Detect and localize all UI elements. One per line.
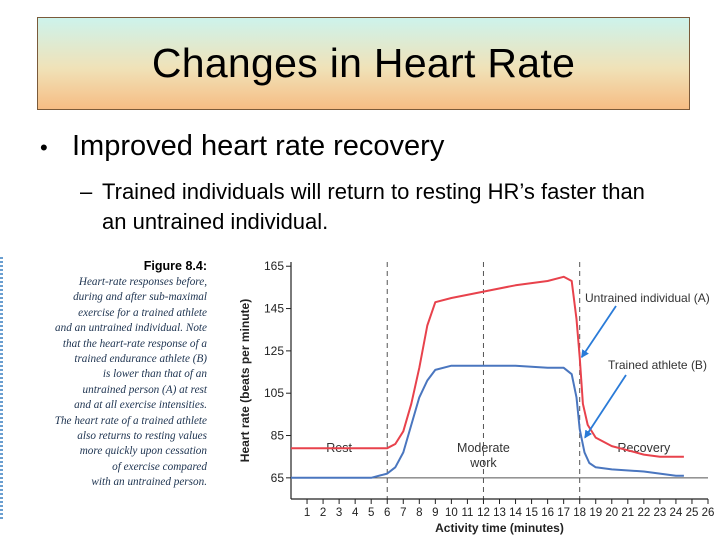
caption-line: more quickly upon cessation (79, 445, 207, 458)
y-tick-label: 145 (264, 302, 284, 316)
x-tick-label: 10 (445, 507, 458, 519)
x-tick-label: 11 (461, 507, 473, 519)
title-box: Changes in Heart Rate (37, 17, 690, 110)
x-tick-label: 6 (384, 507, 390, 519)
x-tick-label: 21 (621, 507, 634, 519)
x-tick-label: 25 (686, 507, 699, 519)
trained-series-line (291, 364, 684, 479)
annotation-trained-label: Trained athlete (B) (608, 358, 707, 372)
untrained-series-line (291, 275, 684, 458)
x-axis-label: Activity time (minutes) (435, 521, 564, 535)
sub-bullet-marker: – (80, 179, 93, 204)
caption-line: during and after sub-maximal (73, 291, 207, 304)
y-tick-label: 85 (271, 429, 285, 443)
x-tick-label: 15 (525, 507, 538, 519)
x-tick-label: 4 (352, 507, 359, 519)
x-tick-label: 23 (653, 507, 666, 519)
x-tick-label: 20 (605, 507, 618, 519)
x-tick-label: 12 (477, 507, 490, 519)
x-tick-label: 19 (589, 507, 602, 519)
caption-line: that the heart-rate response of a (62, 337, 207, 350)
x-tick-label: 24 (670, 507, 683, 519)
annotation-untrained-label: Untrained individual (A) (585, 291, 710, 305)
caption-line: of exercise compared (112, 460, 207, 473)
annotation-trained-arrow (584, 374, 627, 439)
sub-bullet-point: – Trained individuals will return to res… (80, 177, 672, 237)
bullet-text: Improved heart rate recovery (72, 130, 445, 162)
caption-line: and at all exercise intensities. (74, 399, 207, 412)
x-tick-label: 13 (493, 507, 506, 519)
slide-title: Changes in Heart Rate (151, 40, 576, 86)
x-tick-label: 7 (400, 507, 406, 519)
x-tick-label: 3 (336, 507, 342, 519)
phase-label: Recovery (617, 441, 671, 455)
x-tick-label: 26 (702, 507, 715, 519)
y-axis-label: Heart rate (beats per minute) (238, 299, 252, 462)
caption-line: also returns to resting values (77, 430, 207, 443)
caption-line: The heart rate of a trained athlete (54, 414, 207, 427)
y-tick-label: 105 (264, 386, 284, 400)
y-tick-label: 125 (264, 344, 284, 358)
phase-label: Moderate (457, 441, 510, 455)
y-tick-label: 65 (271, 471, 285, 485)
annotation-untrained-arrow (580, 305, 617, 359)
caption-line: untrained person (A) at rest (82, 383, 208, 396)
x-tick-label: 14 (509, 507, 522, 519)
caption-line: and an untrained individual. Note (55, 322, 207, 335)
caption-border (0, 257, 3, 519)
caption-line: exercise for a trained athlete (78, 306, 207, 319)
figure-label: Figure 8.4: (143, 259, 207, 273)
y-tick-label: 165 (264, 259, 284, 273)
x-tick-label: 18 (573, 507, 586, 519)
x-tick-label: 22 (637, 507, 650, 519)
caption-line: trained endurance athlete (B) (74, 353, 207, 366)
x-tick-label: 9 (432, 507, 438, 519)
caption-line: Heart-rate responses before, (78, 276, 207, 288)
x-tick-label: 8 (416, 507, 422, 519)
x-tick-label: 1 (304, 507, 310, 519)
x-tick-label: 17 (557, 507, 570, 519)
bullet-point: • Improved heart rate recovery (40, 130, 444, 163)
bullet-marker: • (40, 135, 48, 160)
x-tick-label: 16 (541, 507, 554, 519)
sub-bullet-text: Trained individuals will return to resti… (102, 179, 645, 234)
caption-line: with an untrained person. (91, 476, 207, 489)
phase-label: work (469, 456, 497, 470)
x-tick-label: 5 (368, 507, 374, 519)
figure-caption: Figure 8.4: Heart-rate responses before,… (0, 257, 208, 519)
caption-line: is lower than that of an (102, 368, 207, 381)
x-tick-label: 2 (320, 507, 326, 519)
